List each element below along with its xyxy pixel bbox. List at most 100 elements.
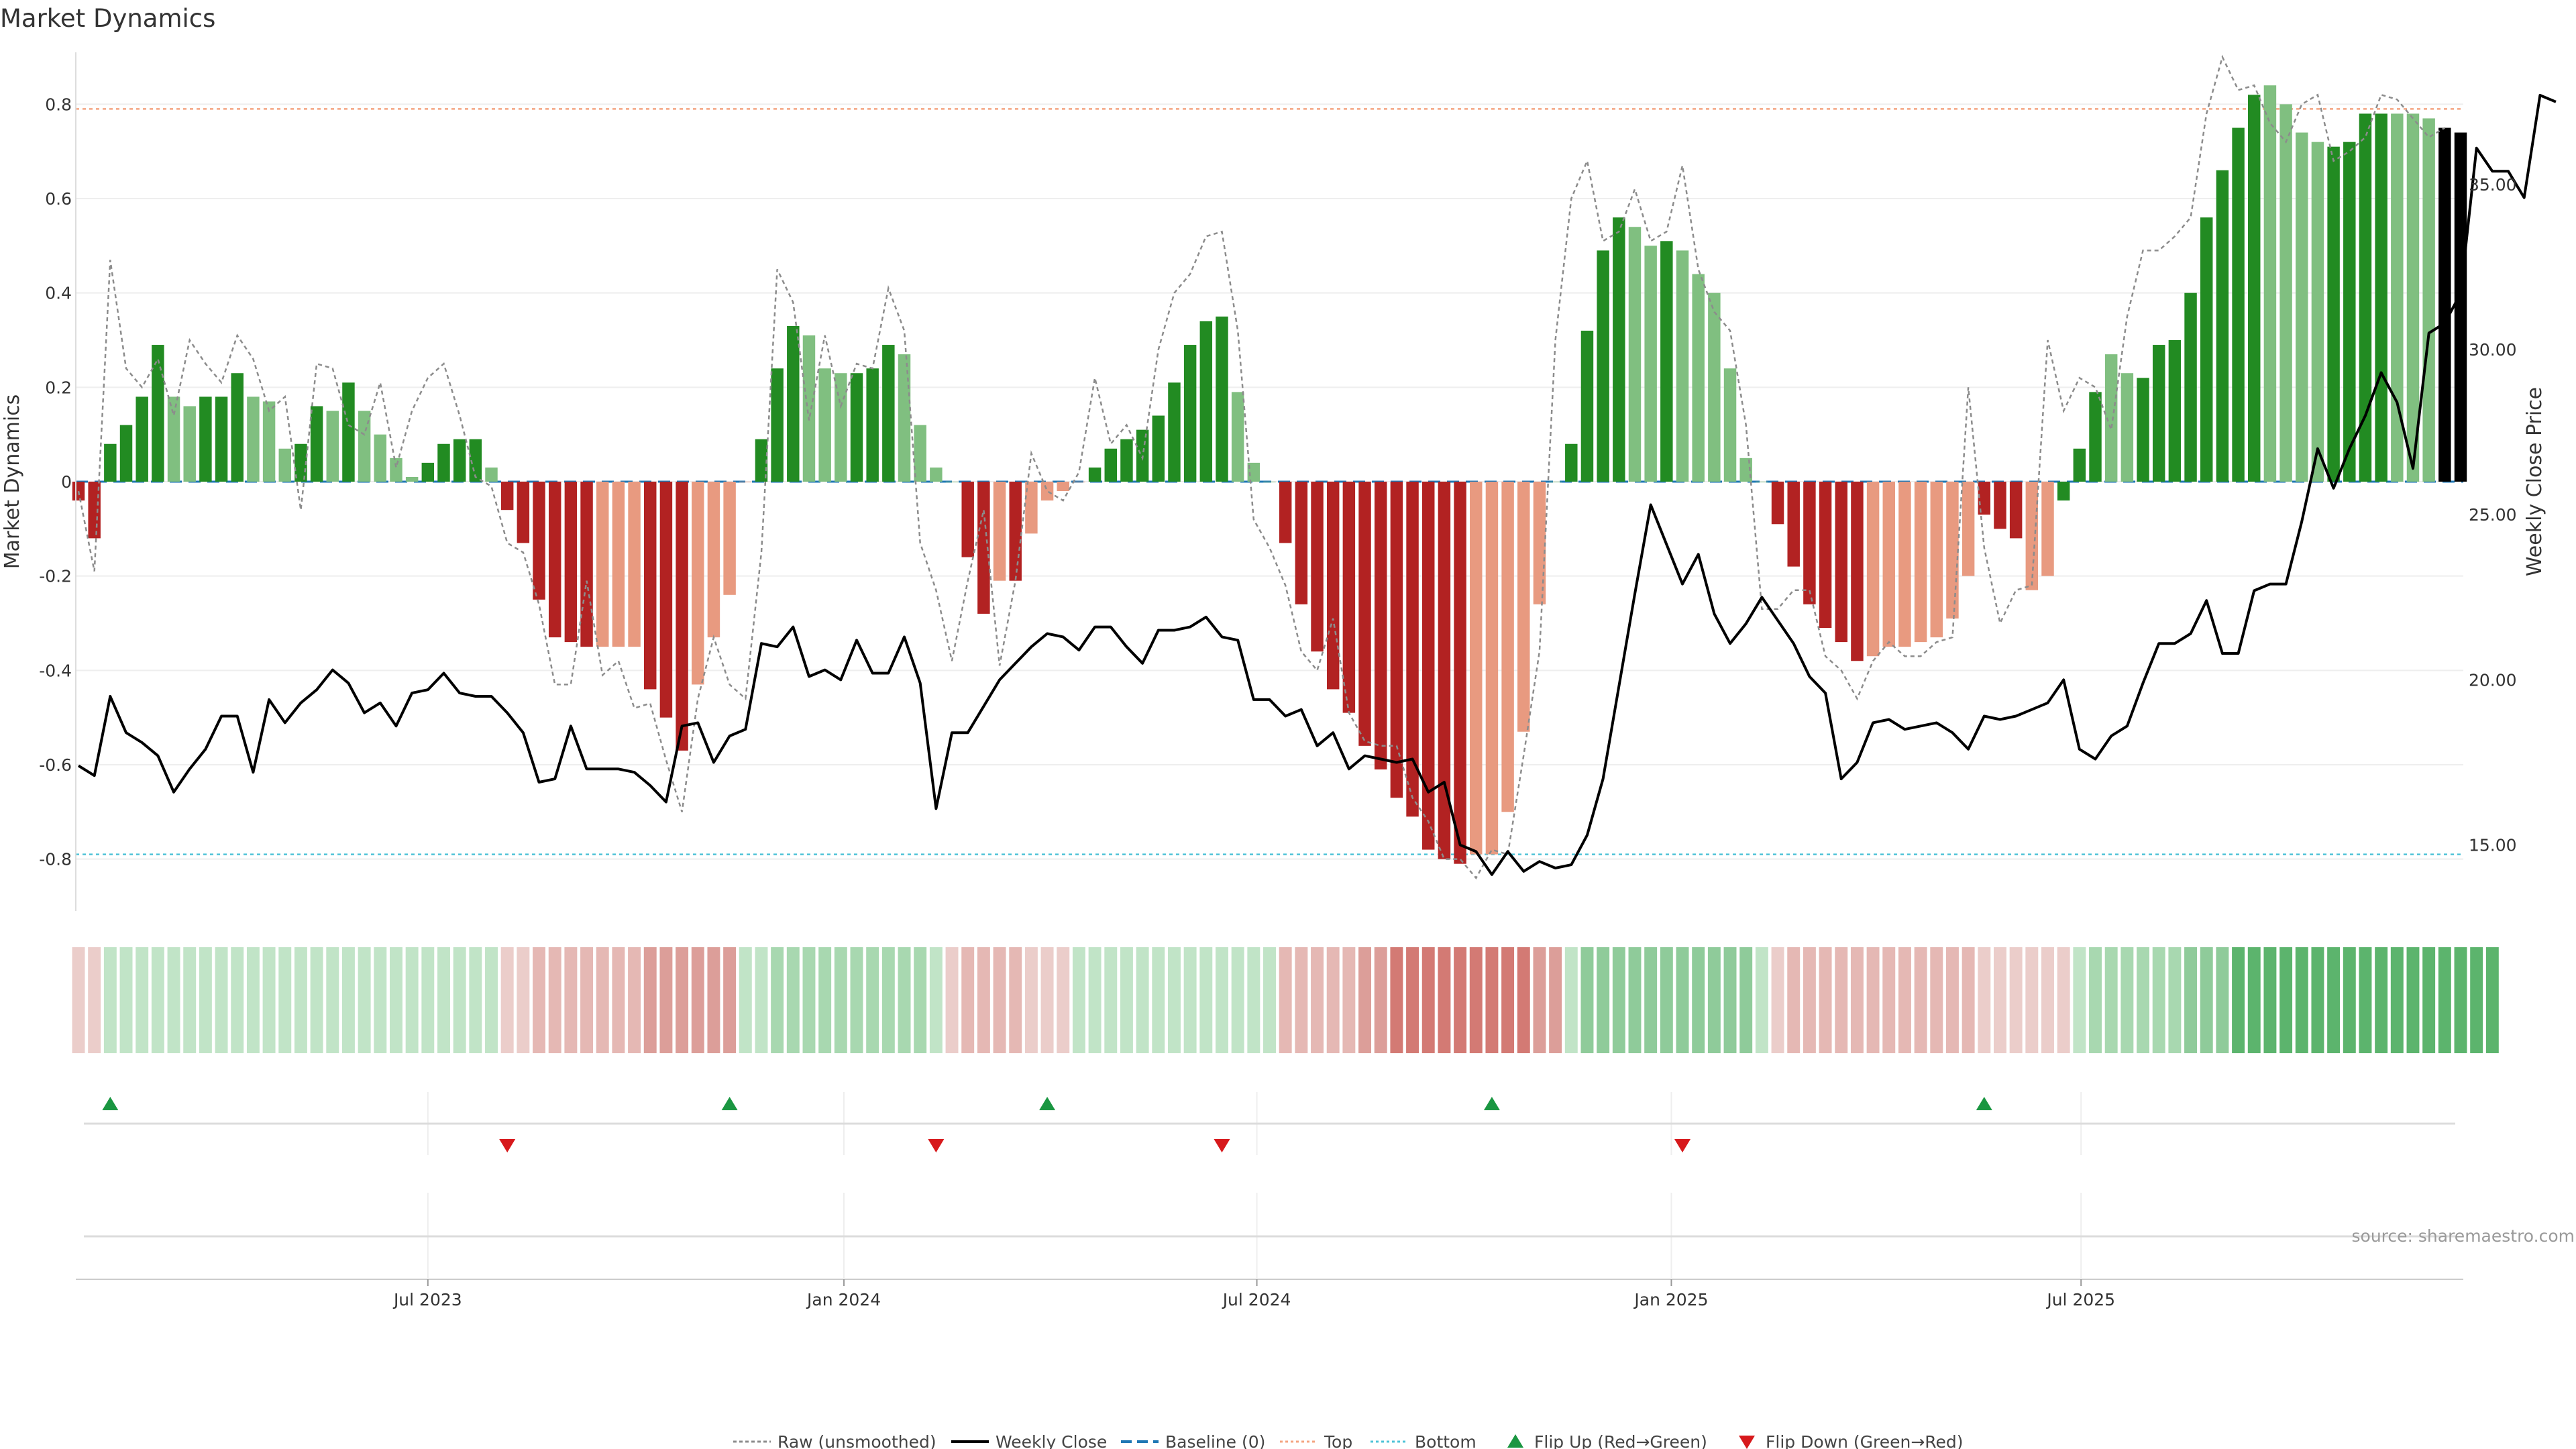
x-tick-label: Jan 2025	[1633, 1290, 1708, 1309]
momentum-bar	[2137, 378, 2149, 482]
momentum-bar	[1168, 382, 1181, 482]
regime-cell	[2311, 947, 2324, 1053]
regime-cell	[850, 947, 863, 1053]
momentum-bar	[1311, 482, 1324, 652]
right-tick-label: 35.00	[2469, 175, 2517, 195]
regime-cell	[580, 947, 594, 1053]
regime-cell	[88, 947, 101, 1053]
regime-cell	[2232, 947, 2245, 1053]
regime-cell	[2152, 947, 2165, 1053]
momentum-bar	[1803, 482, 1816, 604]
momentum-bar	[2279, 104, 2292, 482]
regime-cell	[2359, 947, 2372, 1053]
x-tick-label: Jul 2025	[2045, 1290, 2115, 1309]
momentum-bar	[898, 354, 911, 482]
regime-cell	[2057, 947, 2070, 1053]
regime-cell	[2247, 947, 2261, 1053]
regime-cell	[1469, 947, 1483, 1053]
momentum-bar	[262, 401, 276, 482]
regime-cell	[1216, 947, 1228, 1053]
regime-cell	[2375, 947, 2388, 1053]
momentum-bar	[2121, 373, 2134, 482]
momentum-bar	[278, 448, 291, 482]
momentum-bar	[1088, 467, 1102, 482]
regime-cell	[1850, 947, 1864, 1053]
momentum-bar	[914, 425, 926, 482]
momentum-bar	[1739, 458, 1752, 482]
regime-cell	[405, 947, 419, 1053]
momentum-bar	[2104, 354, 2118, 482]
regime-cell	[1580, 947, 1594, 1053]
momentum-bar	[1533, 482, 1546, 604]
legend-label: Top	[1324, 1432, 1352, 1449]
regime-cell	[421, 947, 435, 1053]
momentum-bar	[1279, 482, 1292, 543]
regime-cell	[1231, 947, 1244, 1053]
regime-strip	[72, 947, 2499, 1053]
regime-cell	[437, 947, 450, 1053]
momentum-bar	[2359, 113, 2372, 482]
legend-label: Bottom	[1415, 1432, 1477, 1449]
x-axis: Jul 2023 Jan 2024 Jul 2024 Jan 2025 Jul 2025	[76, 1279, 2463, 1309]
flip-down-marker	[1214, 1139, 1230, 1152]
left-tick-label: 0.4	[45, 284, 72, 303]
momentum-bar	[2216, 170, 2229, 482]
regime-cell	[1501, 947, 1515, 1053]
right-y-axis-label: Weekly Close Price	[2523, 387, 2546, 576]
momentum-bar	[644, 482, 657, 690]
regime-cell	[2025, 947, 2039, 1053]
regime-cell	[1152, 947, 1165, 1053]
momentum-bar	[2184, 292, 2197, 482]
momentum-bar	[1866, 482, 1880, 657]
regime-cell	[977, 947, 990, 1053]
regime-cell	[2406, 947, 2420, 1053]
regime-cell	[564, 947, 578, 1053]
regime-cell	[2263, 947, 2277, 1053]
regime-cell	[1866, 947, 1880, 1053]
momentum-bar	[1454, 482, 1466, 864]
regime-cell	[2184, 947, 2198, 1053]
x-tick-label: Jul 2024	[1222, 1290, 1291, 1309]
momentum-bar	[1438, 482, 1451, 859]
momentum-bar	[1247, 462, 1260, 482]
regime-cell	[786, 947, 800, 1053]
regime-cell	[2121, 947, 2134, 1053]
regime-cell	[183, 947, 197, 1053]
momentum-bar	[405, 476, 419, 482]
regime-cell	[802, 947, 816, 1053]
regime-cell	[1962, 947, 1975, 1053]
momentum-bar	[1025, 482, 1038, 534]
regime-cell	[1072, 947, 1085, 1053]
regime-cell	[1882, 947, 1896, 1053]
momentum-bar	[1676, 250, 1689, 482]
momentum-bar	[692, 482, 704, 685]
regime-cell	[723, 947, 737, 1053]
axes: 0.8 0.6 0.4 0.2 0 -0.2 -0.4 -0.6 -0.8 35.00 30.00 2…	[39, 52, 2517, 911]
momentum-bar	[755, 439, 768, 482]
regime-cell	[1358, 947, 1372, 1053]
regime-cell	[691, 947, 704, 1053]
left-tick-label: 0.8	[45, 95, 72, 114]
momentum-bar	[421, 462, 435, 482]
regime-cell	[1390, 947, 1403, 1053]
flip-up-marker	[1039, 1097, 1056, 1110]
momentum-bar	[1374, 482, 1387, 770]
regime-cell	[2470, 947, 2483, 1053]
momentum-bar	[1914, 482, 1927, 643]
momentum-bar	[342, 382, 355, 482]
regime-cell	[1597, 947, 1610, 1053]
momentum-bar	[548, 482, 561, 638]
regime-cell	[1660, 947, 1673, 1053]
regime-cell	[1628, 947, 1642, 1053]
regime-cell	[1088, 947, 1102, 1053]
momentum-bar	[628, 482, 641, 647]
regime-cell	[246, 947, 260, 1053]
regime-cell	[755, 947, 768, 1053]
regime-cell	[469, 947, 482, 1053]
flip-up-marker	[1976, 1097, 1992, 1110]
regime-cell	[659, 947, 673, 1053]
momentum-bar	[231, 373, 244, 482]
left-tick-label: -0.8	[39, 850, 72, 869]
momentum-bar	[977, 482, 990, 614]
momentum-bar	[2248, 95, 2261, 482]
